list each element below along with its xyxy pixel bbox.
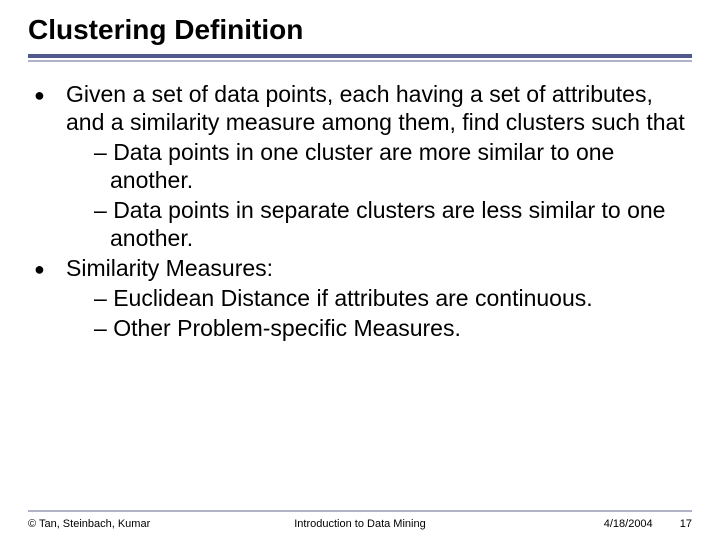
sub-text: – Data points in one cluster are more si…	[94, 138, 686, 194]
sub-item: – Euclidean Distance if attributes are c…	[66, 284, 593, 312]
bullet-main-text: Similarity Measures:	[66, 255, 273, 281]
footer-copyright: © Tan, Steinbach, Kumar	[28, 518, 249, 530]
footer-title: Introduction to Data Mining	[249, 518, 470, 530]
sub-text: – Euclidean Distance if attributes are c…	[94, 284, 593, 312]
sub-item: – Data points in separate clusters are l…	[66, 196, 686, 252]
footer-rule	[28, 510, 692, 512]
bullet-marker-icon: ●	[34, 254, 48, 342]
footer-date: 4/18/2004	[604, 518, 653, 530]
bullet-main-text: Given a set of data points, each having …	[66, 81, 685, 135]
footer-row: © Tan, Steinbach, Kumar Introduction to …	[28, 518, 692, 530]
sub-item: – Other Problem-specific Measures.	[66, 314, 593, 342]
sub-text: – Data points in separate clusters are l…	[94, 196, 686, 252]
bullet-item: ● Given a set of data points, each havin…	[34, 80, 686, 252]
footer-page-number: 17	[680, 518, 692, 530]
slide-footer: © Tan, Steinbach, Kumar Introduction to …	[0, 510, 720, 530]
slide-title: Clustering Definition	[28, 14, 692, 46]
slide: Clustering Definition ● Given a set of d…	[0, 0, 720, 540]
sub-text: – Other Problem-specific Measures.	[94, 314, 593, 342]
bullet-text: Given a set of data points, each having …	[66, 80, 686, 252]
sub-item: – Data points in one cluster are more si…	[66, 138, 686, 194]
slide-content: ● Given a set of data points, each havin…	[28, 80, 692, 342]
bullet-text: Similarity Measures: – Euclidean Distanc…	[66, 254, 593, 342]
bullet-item: ● Similarity Measures: – Euclidean Dista…	[34, 254, 686, 342]
bullet-marker-icon: ●	[34, 80, 48, 252]
footer-right: 4/18/2004 17	[471, 518, 692, 530]
title-rule	[28, 54, 692, 62]
